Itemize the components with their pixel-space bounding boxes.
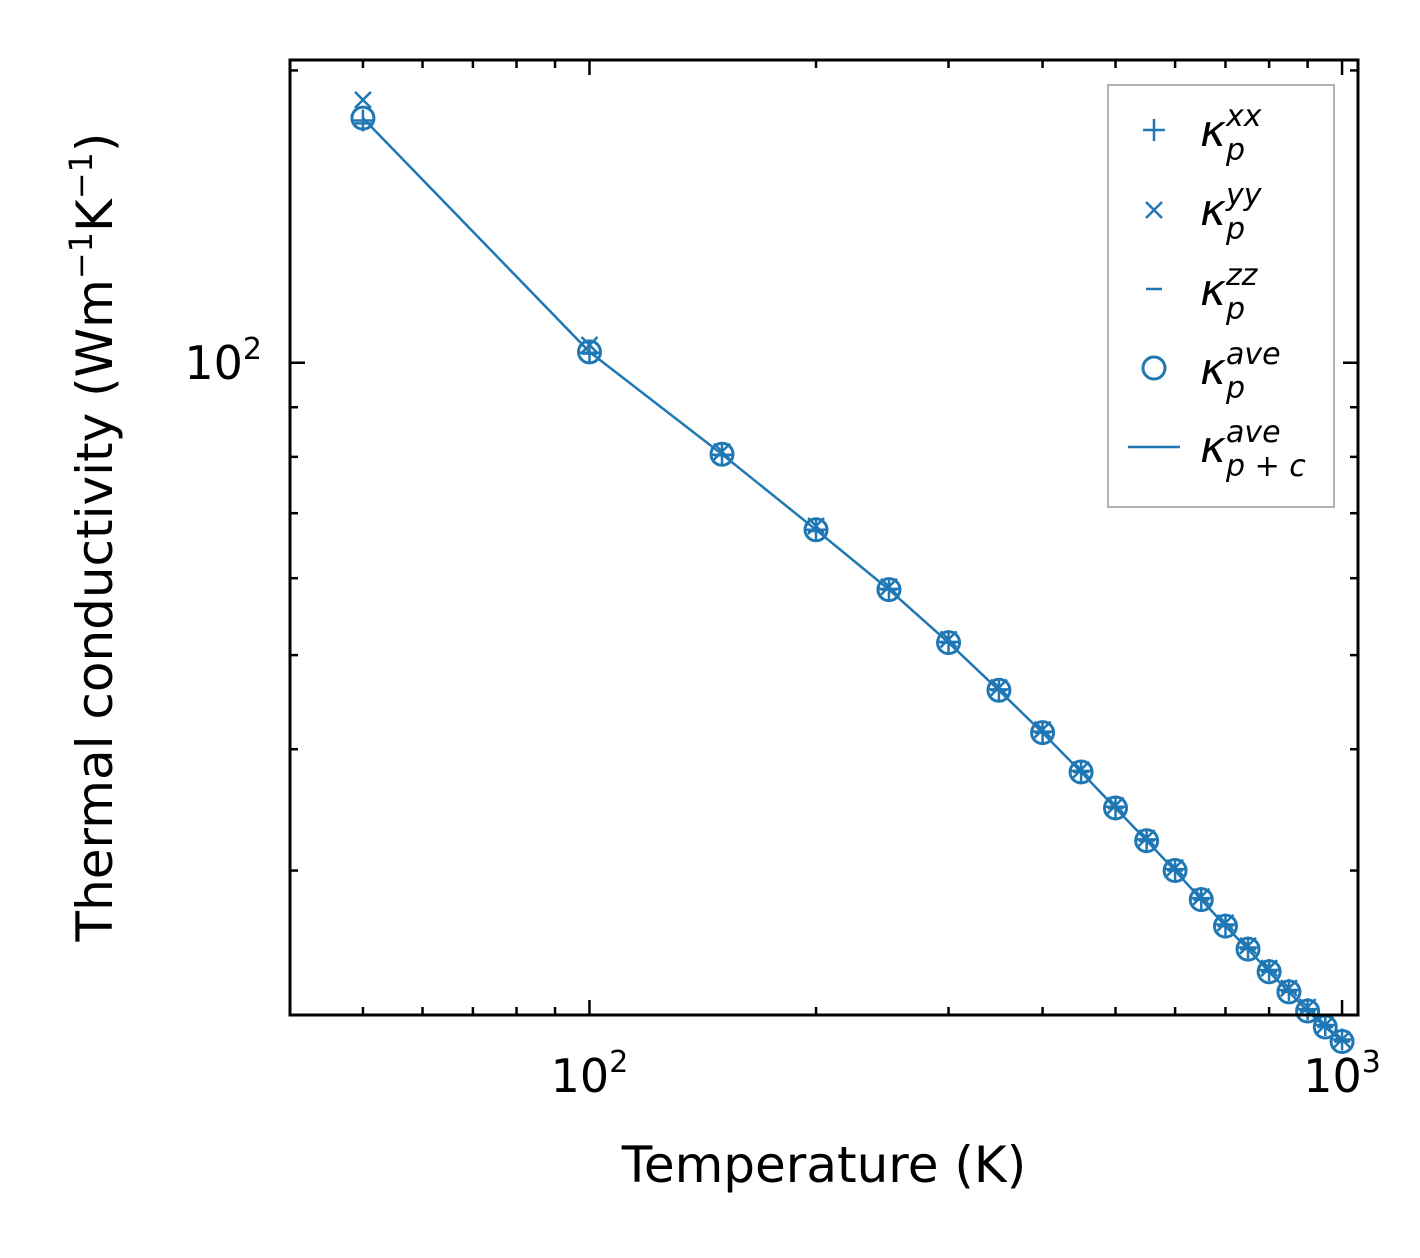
data-point-circle: [1162, 858, 1188, 884]
data-point-circle: [803, 517, 829, 543]
y-axis-label-exp2: −1: [62, 152, 100, 199]
legend-markers: [1128, 119, 1180, 449]
data-point-circle: [1103, 795, 1129, 821]
legend: κxx p κyy p κzz p κave p κave p + c: [1107, 84, 1335, 508]
data-point-x: [1072, 760, 1090, 779]
plot-frame: [288, 58, 1360, 1017]
data-point-circle: [1329, 1029, 1355, 1055]
data-point-circle: [1134, 828, 1160, 854]
data-point-circle: [350, 105, 376, 131]
data-point-circle: [1212, 913, 1238, 939]
legend-label-ave-pc: κave p + c: [1200, 415, 1306, 484]
legend-marker-x: [1145, 201, 1163, 219]
data-point-circle: [1030, 720, 1056, 746]
legend-label-xx: κxx p: [1200, 99, 1262, 168]
data-point-plus: [1258, 958, 1281, 981]
tick-labels: 102 103 102: [184, 332, 1381, 1103]
data-point-x: [1316, 1016, 1335, 1034]
data-point-x: [580, 336, 599, 354]
data-point-circle: [709, 441, 735, 467]
data-point-circle: [576, 339, 602, 365]
data-point-x: [1333, 1030, 1351, 1049]
legend-label-zz: κzz p: [1200, 258, 1259, 327]
legend-label-ave: κave p: [1200, 337, 1281, 406]
y-axis-label-exp1: −1: [62, 232, 100, 279]
y-axis-label-base: Thermal conductivity (Wm: [66, 279, 124, 942]
x-tick-label: 103: [1303, 1045, 1381, 1103]
data-point-circle: [1295, 998, 1321, 1024]
data-point-circle: [986, 677, 1012, 703]
legend-frame: [1107, 84, 1335, 508]
y-axis-label-end: ): [66, 133, 124, 153]
data-point-circle: [936, 630, 962, 656]
legend-label-yy: κyy p: [1200, 178, 1263, 247]
legend-marker-circle: [1141, 355, 1167, 381]
y-axis-label: Thermal conductivity (Wm−1K−1): [62, 133, 124, 943]
data-point-circle: [1256, 959, 1282, 985]
data-point-circle: [1188, 887, 1214, 913]
data-point-circle: [1068, 759, 1094, 785]
series-line-kappa-p-c-ave: [362, 117, 1343, 1043]
data-point-plus: [805, 518, 828, 541]
y-axis-label-mid: K: [66, 198, 124, 232]
x-axis-label: Temperature (K): [621, 1136, 1026, 1194]
y-tick-label: 102: [184, 332, 262, 390]
plot-data: [350, 91, 1355, 1055]
data-point-x: [1106, 796, 1125, 815]
data-point-circle: [1235, 936, 1261, 962]
legend-marker-plus: [1143, 119, 1165, 141]
x-tick-label: 102: [551, 1045, 629, 1103]
data-point-circle: [876, 577, 902, 603]
data-point-x: [354, 91, 372, 109]
data-point-plus: [1277, 979, 1300, 1002]
data-point-circle: [1276, 979, 1302, 1005]
